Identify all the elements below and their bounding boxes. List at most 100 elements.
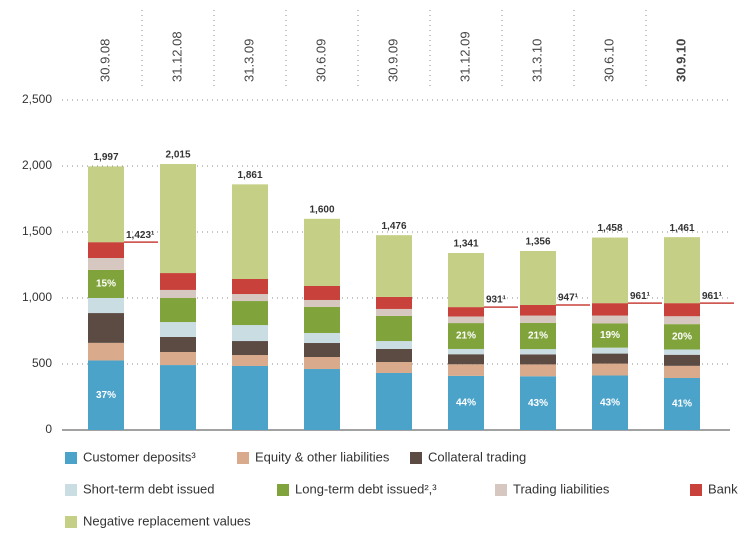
bar-segment bbox=[664, 324, 700, 350]
bar-segment bbox=[592, 237, 628, 304]
total-label: 1,861 bbox=[237, 170, 262, 181]
bar-segment bbox=[592, 315, 628, 324]
bar-segment bbox=[88, 298, 124, 314]
bar-segment bbox=[592, 303, 628, 316]
reference-label: 961¹ bbox=[630, 291, 651, 302]
bar-segment bbox=[232, 184, 268, 279]
bar-segment bbox=[88, 269, 124, 298]
bar-segment bbox=[520, 315, 556, 323]
bar-segment bbox=[664, 354, 700, 366]
bar-segment bbox=[448, 316, 484, 324]
bar-segment bbox=[232, 341, 268, 356]
bar-segment bbox=[232, 325, 268, 342]
total-label: 1,600 bbox=[309, 204, 334, 215]
bar-segment bbox=[448, 348, 484, 355]
bar-segment bbox=[304, 285, 340, 300]
y-tick-label: 1,000 bbox=[22, 290, 52, 304]
bar-segment bbox=[376, 341, 412, 349]
y-tick-label: 1,500 bbox=[22, 224, 52, 238]
legend-label: Trading liabilities bbox=[513, 481, 610, 496]
legend-label: Collateral trading bbox=[428, 449, 526, 464]
bar-segment bbox=[592, 323, 628, 348]
x-tick-label: 31.12.08 bbox=[169, 31, 184, 82]
legend-label: Equity & other liabilities bbox=[255, 449, 390, 464]
bar-segment bbox=[376, 235, 412, 297]
bar-segment bbox=[520, 376, 556, 430]
bar-segment bbox=[160, 351, 196, 366]
bar-segment bbox=[160, 289, 196, 298]
bar-segment bbox=[160, 298, 196, 323]
bar-segment bbox=[448, 354, 484, 365]
total-label: 1,341 bbox=[453, 239, 478, 250]
bar-segment bbox=[376, 372, 412, 430]
x-tick-label: 30.9.10 bbox=[673, 39, 688, 82]
bar-segment bbox=[88, 342, 124, 361]
share-label: 37% bbox=[96, 390, 116, 401]
bar-segment bbox=[304, 218, 340, 286]
y-tick-label: 500 bbox=[32, 356, 52, 370]
total-label: 1,997 bbox=[93, 152, 118, 163]
legend-label: Long-term debt issued²,³ bbox=[295, 481, 437, 496]
bar-segment bbox=[304, 369, 340, 430]
total-label: 1,461 bbox=[669, 223, 694, 234]
bar-segment bbox=[376, 308, 412, 316]
y-tick-label: 2,500 bbox=[22, 92, 52, 106]
bar-segment bbox=[232, 355, 268, 366]
bar-segment bbox=[304, 299, 340, 307]
share-label: 15% bbox=[96, 279, 116, 290]
legend-swatch bbox=[495, 484, 507, 496]
legend-swatch bbox=[277, 484, 289, 496]
bar-segment bbox=[88, 313, 124, 343]
total-label: 1,458 bbox=[597, 223, 622, 234]
bar-segment bbox=[520, 349, 556, 355]
reference-label: 961¹ bbox=[702, 291, 723, 302]
legend-swatch bbox=[690, 484, 702, 496]
bar-segment bbox=[304, 306, 340, 333]
bar-segment bbox=[448, 375, 484, 430]
bar-segment bbox=[448, 252, 484, 308]
bar-segment bbox=[160, 365, 196, 430]
bar-segment bbox=[592, 353, 628, 364]
bar-segment bbox=[664, 349, 700, 355]
bar-segment bbox=[520, 364, 556, 377]
bar-segment bbox=[664, 237, 700, 304]
x-tick-label: 30.6.10 bbox=[601, 39, 616, 82]
share-label: 21% bbox=[456, 331, 476, 342]
legend-swatch bbox=[65, 516, 77, 528]
bar-segment bbox=[664, 365, 700, 378]
bar-segment bbox=[160, 273, 196, 290]
bar-segment bbox=[448, 307, 484, 317]
share-label: 44% bbox=[456, 398, 476, 409]
share-label: 41% bbox=[672, 399, 692, 410]
total-label: 1,476 bbox=[381, 221, 406, 232]
legend-label: Short-term debt issued bbox=[83, 481, 215, 496]
bar-segment bbox=[376, 348, 412, 363]
share-label: 19% bbox=[600, 330, 620, 341]
bar-segment bbox=[304, 357, 340, 370]
bar-segment bbox=[304, 332, 340, 344]
bar-segment bbox=[448, 364, 484, 376]
share-label: 43% bbox=[600, 397, 620, 408]
share-label: 21% bbox=[528, 331, 548, 342]
x-tick-label: 31.3.10 bbox=[529, 39, 544, 82]
bar-segment bbox=[520, 304, 556, 316]
legend-label: Banks bbox=[708, 481, 738, 496]
bar-segment bbox=[160, 322, 196, 337]
bar-segment bbox=[160, 336, 196, 352]
bar-segment bbox=[232, 365, 268, 430]
bar-segment bbox=[376, 315, 412, 342]
bar-segment bbox=[88, 360, 124, 430]
bar-segment bbox=[592, 375, 628, 430]
bar-segment bbox=[592, 347, 628, 354]
bar-segment bbox=[664, 316, 700, 325]
legend-swatch bbox=[237, 452, 249, 464]
reference-label: 947¹ bbox=[558, 293, 579, 304]
x-tick-label: 31.3.09 bbox=[241, 39, 256, 82]
bar-segment bbox=[304, 343, 340, 358]
bar-segment bbox=[664, 303, 700, 317]
bar-segment bbox=[232, 278, 268, 295]
legend-label: Negative replacement values bbox=[83, 513, 251, 528]
x-tick-label: 30.9.09 bbox=[385, 39, 400, 82]
legend-swatch bbox=[410, 452, 422, 464]
